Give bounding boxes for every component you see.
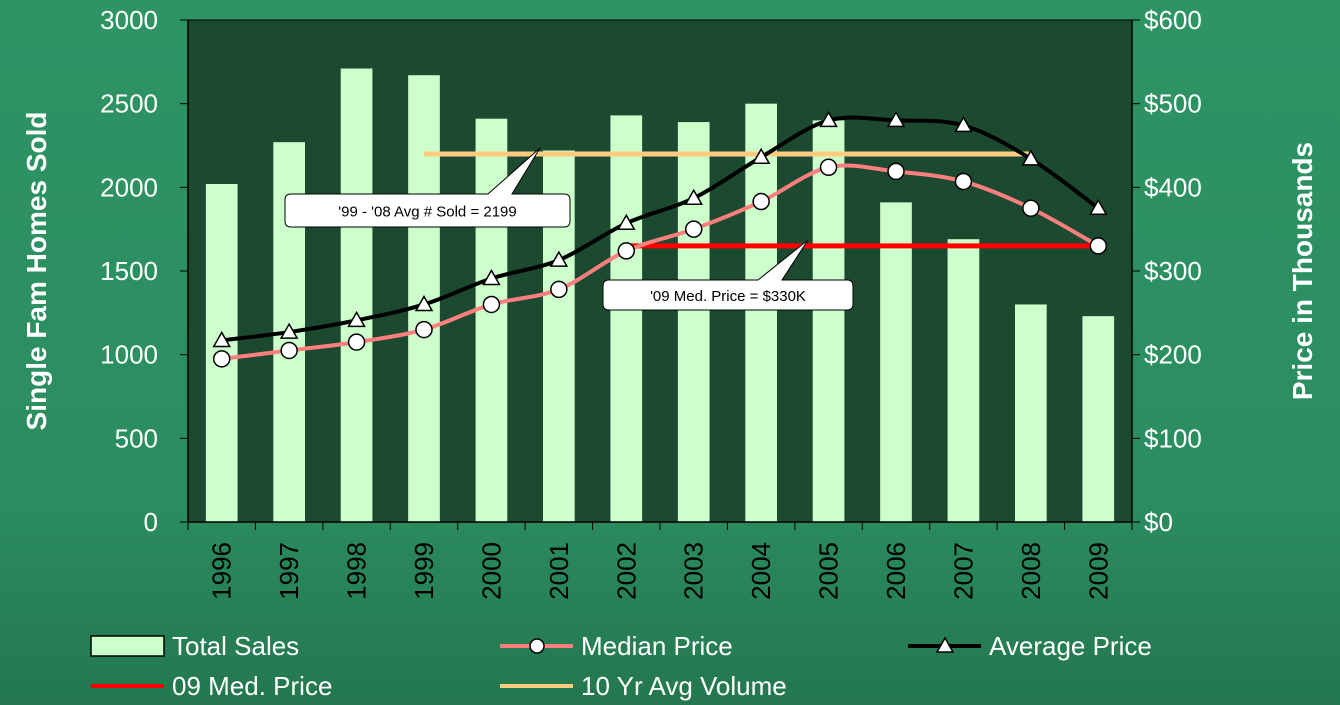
x-tick-label: 2009 <box>1083 542 1113 600</box>
annotation-avg-sold-text: '99 - '08 Avg # Sold = 2199 <box>338 204 517 221</box>
average-price-point-2004 <box>751 147 771 164</box>
y2-tick-label: $300 <box>1144 256 1202 286</box>
x-tick-label: 2004 <box>746 542 776 600</box>
median-price-point-1996 <box>212 350 231 368</box>
y2-axis-title: Price in Thousands <box>1287 142 1318 400</box>
legend: Total Sales Median Price Average Price 09 M… <box>90 631 1152 701</box>
x-tick-label: 1997 <box>274 542 304 600</box>
legend-label: Total Sales <box>172 631 299 661</box>
median-price-point-2001 <box>550 280 568 299</box>
x-tick-label: 1996 <box>207 542 237 600</box>
y2-tick-label: $0 <box>1144 507 1173 537</box>
legend-label: Median Price <box>581 631 733 661</box>
y-tick-label: 3000 <box>100 5 158 35</box>
average-price-point-2000 <box>482 269 501 286</box>
y-axis-title: Single Fam Homes Sold <box>21 112 52 431</box>
y-tick-label: 2000 <box>100 172 158 202</box>
median-price-point-2006 <box>887 162 905 181</box>
median-price-point-2009 <box>1089 237 1108 255</box>
plot-area <box>187 19 1133 523</box>
y-tick-label: 2500 <box>100 89 158 119</box>
x-tick-label: 1999 <box>409 542 439 600</box>
legend-label: 09 Med. Price <box>172 671 332 701</box>
legend-item-10-yr-avg-volume: 10 Yr Avg Volume <box>500 671 787 701</box>
y-tick-label: 0 <box>144 507 158 537</box>
median-price-point-2008 <box>1022 199 1040 217</box>
axes: 0 500 1000 1500 2000 2500 3000 $0 $100 $200 $300 $4… <box>100 5 1202 600</box>
x-tick-label: 2003 <box>679 542 709 600</box>
bar-2005 <box>812 120 845 523</box>
annotation-med-price: '09 Med. Price = $330K <box>602 239 854 311</box>
bar-2008 <box>1015 304 1047 522</box>
legend-label: 10 Yr Avg Volume <box>581 671 787 701</box>
average-price-point-2007 <box>954 115 973 133</box>
y2-tick-label: $400 <box>1144 172 1202 202</box>
median-price-point-2002 <box>617 242 636 260</box>
median-price-point-1998 <box>347 333 366 351</box>
legend-marker <box>935 636 955 653</box>
average-price-point-2009 <box>1088 198 1108 215</box>
x-tick-label: 2000 <box>476 542 506 600</box>
bar-2002 <box>610 115 643 522</box>
legend-item-total-sales: Total Sales <box>90 631 299 661</box>
median-price-point-2007 <box>954 172 973 191</box>
legend-swatch <box>90 635 165 657</box>
x-tick-label: 1998 <box>342 542 372 600</box>
bar-1998 <box>340 68 373 522</box>
legend-item-average-price: Average Price <box>908 631 1152 661</box>
average-price-point-2001 <box>549 250 569 267</box>
average-price-point-1997 <box>279 322 299 339</box>
annotation-avg-sold: '99 - '08 Avg # Sold = 2199 <box>284 147 571 228</box>
average-price-point-1998 <box>347 310 366 328</box>
y2-tick-label: $100 <box>1144 423 1202 453</box>
average-price-point-2008 <box>1021 149 1041 166</box>
median-price-point-2000 <box>482 295 501 314</box>
bar-2003 <box>677 122 710 522</box>
average-price-point-2005 <box>819 110 838 128</box>
x-tick-label: 2008 <box>1016 542 1046 600</box>
average-price-point-2006 <box>886 110 906 128</box>
average-price-point-1996 <box>212 330 232 348</box>
reference-lines <box>424 151 1099 249</box>
median-price-point-1999 <box>415 320 433 339</box>
x-tick-label: 2007 <box>948 542 978 600</box>
average-price-point-1999 <box>414 294 434 312</box>
bar-2006 <box>880 202 912 523</box>
median-price-point-1997 <box>280 341 298 360</box>
annotation-med-price-text: '09 Med. Price = $330K <box>650 288 806 305</box>
y-tick-label: 1500 <box>100 256 158 286</box>
x-tick-label: 2005 <box>814 542 844 600</box>
legend-item-median-price: Median Price <box>500 631 733 661</box>
annotations: '99 - '08 Avg # Sold = 2199 '09 Med. Pric… <box>284 147 854 311</box>
x-tick-label: 2006 <box>881 542 911 600</box>
x-tick-label: 2002 <box>611 542 641 600</box>
average-price-point-2002 <box>616 213 636 231</box>
y2-tick-label: $500 <box>1144 89 1202 119</box>
y2-tick-label: $200 <box>1144 340 1202 370</box>
annotation-med-price-box <box>602 239 854 311</box>
bar-2007 <box>947 239 980 522</box>
average-price-point-2003 <box>684 188 704 205</box>
annotation-avg-sold-box <box>284 147 571 228</box>
bar-2004 <box>745 103 777 523</box>
bar-2000 <box>475 118 508 522</box>
median-price-point-2003 <box>684 220 703 238</box>
line-series <box>212 110 1108 368</box>
median-price-point-2005 <box>819 158 838 177</box>
x-tick-label: 2001 <box>544 542 574 600</box>
median-price-point-2004 <box>752 192 770 211</box>
legend-marker <box>529 638 545 654</box>
legend-label: Average Price <box>989 631 1152 661</box>
bar-2009 <box>1082 316 1115 522</box>
y-tick-label: 500 <box>115 423 158 453</box>
legend-item-09-med-price: 09 Med. Price <box>91 671 332 701</box>
y2-tick-label: $600 <box>1144 5 1202 35</box>
y-tick-label: 1000 <box>100 340 158 370</box>
